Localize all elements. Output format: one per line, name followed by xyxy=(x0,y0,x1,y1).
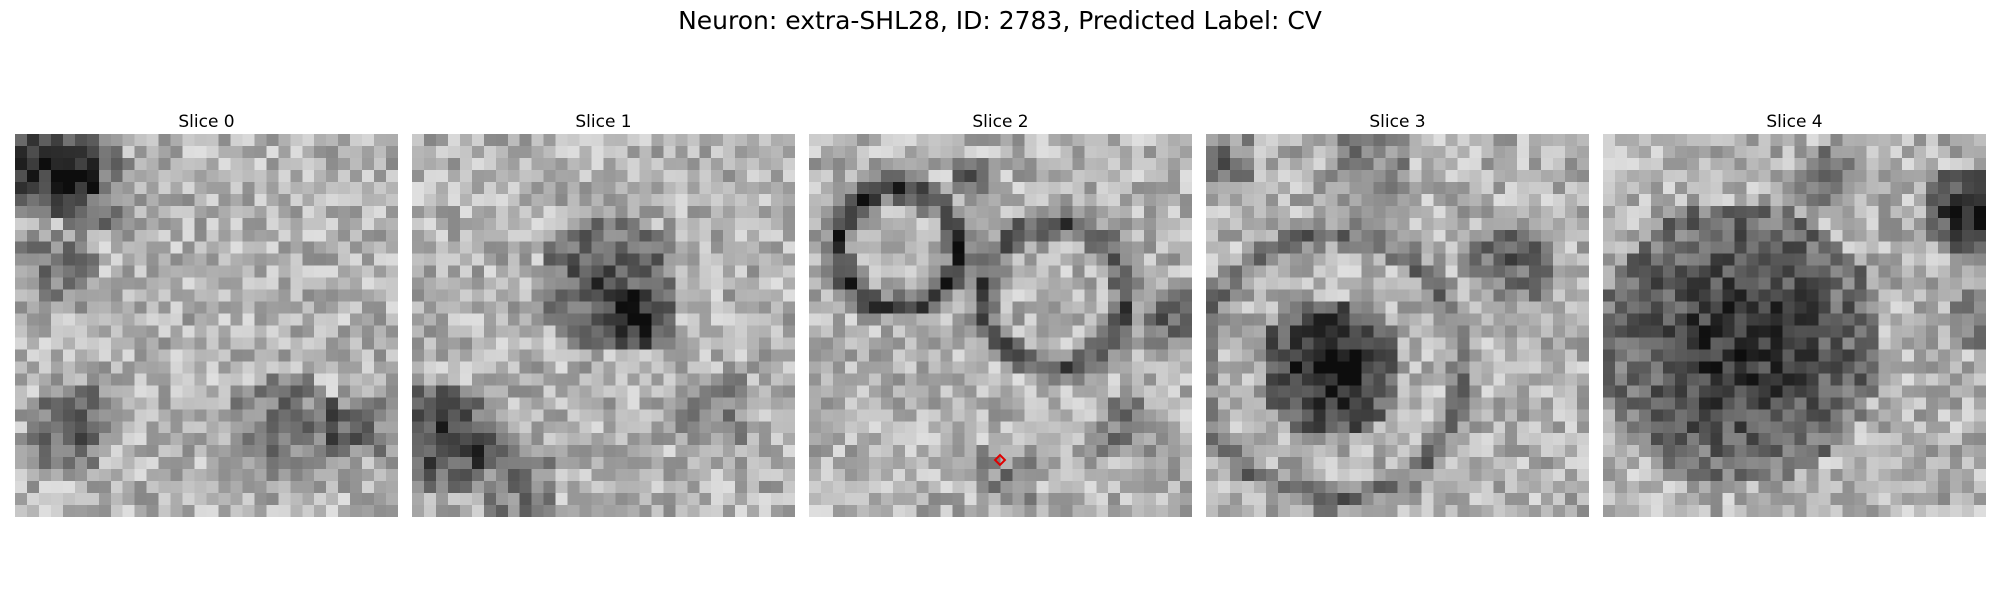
slice-title-3: Slice 3 xyxy=(1369,112,1426,132)
slice-panel-2: Slice 2 xyxy=(809,110,1192,517)
slice-image-2 xyxy=(809,134,1192,517)
slice-panel-0: Slice 0 xyxy=(15,110,398,517)
slice-image-3 xyxy=(1206,134,1589,517)
figure-title: Neuron: extra-SHL28, ID: 2783, Predicted… xyxy=(678,6,1322,35)
slice-image-4 xyxy=(1603,134,1986,517)
slice-title-4: Slice 4 xyxy=(1766,112,1823,132)
slice-title-1: Slice 1 xyxy=(575,112,632,132)
slice-title-2: Slice 2 xyxy=(972,112,1029,132)
slice-panel-1: Slice 1 xyxy=(412,110,795,517)
slice-title-0: Slice 0 xyxy=(178,112,235,132)
slice-image-0 xyxy=(15,134,398,517)
slice-panel-4: Slice 4 xyxy=(1603,110,1986,517)
slice-image-1 xyxy=(412,134,795,517)
slice-panel-3: Slice 3 xyxy=(1206,110,1589,517)
